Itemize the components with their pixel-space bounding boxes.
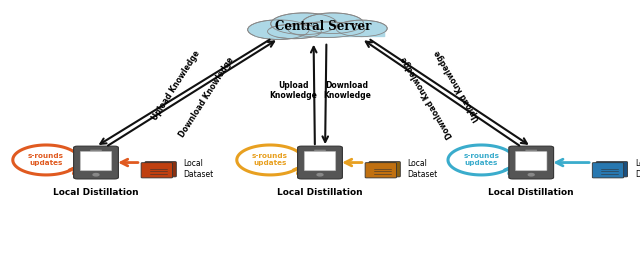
FancyBboxPatch shape	[515, 151, 547, 171]
Text: Local Distillation: Local Distillation	[488, 188, 574, 197]
Ellipse shape	[268, 24, 321, 39]
Text: Download
Knowledge: Download Knowledge	[323, 81, 371, 100]
FancyBboxPatch shape	[304, 151, 336, 171]
Text: Upload Knowledge: Upload Knowledge	[150, 49, 202, 122]
Ellipse shape	[271, 13, 337, 35]
Text: Local
Dataset: Local Dataset	[408, 159, 438, 179]
FancyBboxPatch shape	[369, 162, 401, 177]
FancyBboxPatch shape	[74, 146, 118, 179]
FancyBboxPatch shape	[141, 163, 173, 178]
Ellipse shape	[288, 22, 365, 37]
FancyBboxPatch shape	[90, 150, 102, 151]
Text: Central Server: Central Server	[275, 20, 371, 33]
Text: s-rounds
updates: s-rounds updates	[28, 154, 64, 166]
FancyBboxPatch shape	[314, 150, 326, 151]
Text: Local Distillation: Local Distillation	[277, 188, 363, 197]
Text: Local
Dataset: Local Dataset	[635, 159, 640, 179]
FancyBboxPatch shape	[509, 146, 554, 179]
Text: Upload
Knowledge: Upload Knowledge	[269, 81, 317, 100]
FancyBboxPatch shape	[596, 162, 627, 177]
Text: s-rounds
updates: s-rounds updates	[252, 154, 288, 166]
Circle shape	[528, 174, 534, 176]
Circle shape	[317, 174, 323, 176]
FancyBboxPatch shape	[80, 151, 112, 171]
Ellipse shape	[248, 20, 309, 39]
Text: s-rounds
updates: s-rounds updates	[463, 154, 499, 166]
Ellipse shape	[302, 13, 364, 34]
Circle shape	[93, 174, 99, 176]
Text: Upload Knowledge: Upload Knowledge	[433, 48, 482, 122]
Text: Download Knowledge: Download Knowledge	[400, 54, 455, 139]
FancyBboxPatch shape	[255, 28, 385, 37]
FancyBboxPatch shape	[593, 163, 624, 178]
Text: Local Distillation: Local Distillation	[53, 188, 139, 197]
FancyBboxPatch shape	[525, 150, 537, 151]
FancyBboxPatch shape	[145, 162, 177, 177]
Text: Local
Dataset: Local Dataset	[184, 159, 214, 179]
FancyBboxPatch shape	[298, 146, 342, 179]
Text: Download Knowledge: Download Knowledge	[177, 55, 235, 139]
FancyBboxPatch shape	[365, 163, 397, 178]
Ellipse shape	[336, 20, 387, 37]
